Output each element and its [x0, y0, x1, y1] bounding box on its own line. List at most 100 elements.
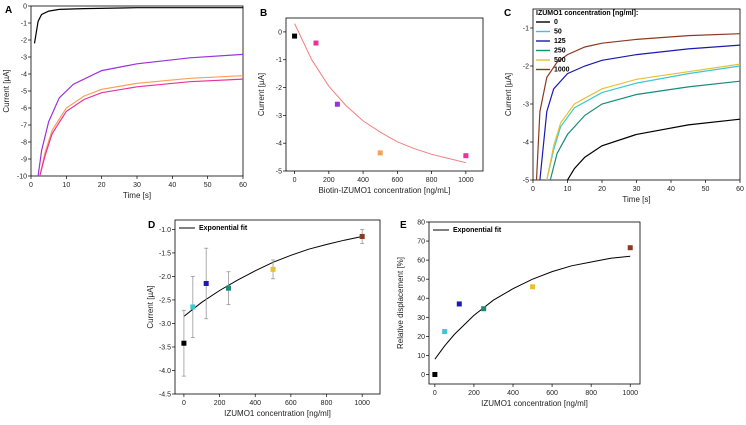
x-tick-label: 20: [98, 182, 106, 189]
panel-label: E: [400, 220, 407, 231]
y-tick-label: -3: [523, 102, 529, 109]
legend-title: IZUMO1 concentration [ng/ml]:: [536, 10, 638, 17]
data-point: [432, 371, 438, 377]
y-tick-label: -4.5: [159, 392, 171, 399]
data-point: [225, 285, 231, 291]
y-tick-label: -2: [21, 38, 27, 45]
y-tick-label: -9: [21, 157, 27, 164]
data-point: [313, 40, 319, 46]
y-tick-label: -4: [523, 140, 529, 147]
plot-area: [294, 23, 467, 164]
data-point: [292, 33, 298, 39]
series-line-pink: [39, 78, 243, 176]
y-tick-label: -1: [21, 21, 27, 28]
legend-entry: 1000: [554, 67, 570, 74]
series-line-black: [33, 7, 243, 44]
y-tick-label: -7: [21, 123, 27, 130]
x-tick-label: 1000: [354, 400, 370, 407]
x-tick-label: 40: [667, 186, 675, 193]
y-tick-label: -1: [523, 26, 529, 33]
y-tick-label: -3: [21, 55, 27, 62]
x-axis-label: IZUMO1 concentration [ng/ml]: [224, 409, 331, 418]
x-tick-label: 50: [702, 186, 710, 193]
panel-b: B 0 200 400 600 800 1000 0 -1 -2 -3 -4 -5 Biotin-IZUM…: [257, 8, 484, 195]
y-axis-label: Current [µA]: [2, 69, 11, 112]
y-tick-label: 0: [278, 29, 282, 36]
x-tick-label: 0: [182, 400, 186, 407]
panel-label: B: [260, 8, 267, 19]
fit-curve: [434, 255, 631, 360]
y-tick-label: -2.5: [159, 297, 171, 304]
y-tick-label: -1: [276, 57, 282, 64]
x-tick-label: 800: [585, 390, 597, 397]
y-tick-label: -5: [21, 89, 27, 96]
data-point: [203, 280, 209, 286]
y-tick-label: 0: [23, 4, 27, 11]
x-tick-label: 60: [736, 186, 744, 193]
panel-d: D 0 200 400 600 800 1000 -1.0 -1.5 -2.0 -2.5 -3.0 -3…: [146, 219, 381, 418]
x-tick-label: 1000: [622, 390, 638, 397]
series-line-0: [566, 118, 740, 180]
x-tick-label: 60: [239, 182, 247, 189]
x-tick-label: 0: [293, 177, 297, 184]
x-tick-label: 200: [214, 400, 226, 407]
legend-entry: 0: [554, 19, 558, 26]
x-axis-label: Time [s]: [123, 191, 151, 200]
x-tick-label: 600: [392, 177, 404, 184]
data-point: [359, 233, 365, 239]
x-tick-label: 30: [633, 186, 641, 193]
series-line-50: [546, 65, 740, 180]
y-axis-label: Current [µA]: [257, 73, 266, 116]
x-axis-label: IZUMO1 concentration [ng/ml]: [481, 399, 588, 408]
y-tick-label: 40: [417, 296, 425, 303]
y-axis-label: Current [µA]: [146, 285, 155, 328]
y-tick-label: 70: [417, 239, 425, 246]
plot-area: [535, 33, 740, 180]
legend-entry: Exponential fit: [199, 225, 248, 232]
x-tick-label: 0: [29, 182, 33, 189]
data-point: [190, 304, 196, 310]
y-tick-label: 60: [417, 258, 425, 265]
x-tick-label: 0: [531, 186, 535, 193]
data-point: [456, 301, 462, 307]
data-point: [463, 153, 469, 159]
legend-entry: 125: [554, 38, 566, 45]
x-tick-label: 0: [433, 390, 437, 397]
y-tick-label: 10: [417, 353, 425, 360]
series-line-250: [549, 80, 740, 180]
x-tick-label: 600: [546, 390, 558, 397]
panel-a: A 0 10 20 30 40 50 60 0 -1 -2 -3 -4 -5 -6 -7 -8 -9 -10 Time…: [2, 4, 247, 201]
x-tick-label: 200: [323, 177, 335, 184]
data-point: [481, 306, 487, 312]
panel-c: C 0 10 20 30 40 50 60 -1 -2 -3 -4 -5 Time [s] Current …: [504, 8, 744, 204]
x-tick-label: 800: [426, 177, 438, 184]
series-line-1000: [535, 33, 740, 180]
x-tick-label: 30: [133, 182, 141, 189]
x-tick-label: 10: [62, 182, 70, 189]
x-tick-label: 10: [564, 186, 572, 193]
y-tick-label: -3.0: [159, 321, 171, 328]
y-tick-label: -6: [21, 106, 27, 113]
legend-entry: 250: [554, 48, 566, 55]
fit-curve: [294, 23, 467, 164]
data-point: [181, 340, 187, 346]
legend-entry: Exponential fit: [453, 227, 502, 234]
series-line-orange: [39, 75, 243, 176]
y-tick-label: 50: [417, 277, 425, 284]
y-tick-label: 20: [417, 334, 425, 341]
y-tick-label: 80: [417, 220, 425, 227]
y-tick-label: -3.5: [159, 344, 171, 351]
y-tick-label: 30: [417, 315, 425, 322]
plot-frame: [30, 5, 244, 177]
y-axis-label: Current [µA]: [504, 73, 513, 116]
x-tick-label: 800: [321, 400, 333, 407]
y-tick-label: -2.0: [159, 274, 171, 281]
series-line-125: [539, 44, 740, 180]
data-point: [530, 284, 536, 290]
y-tick-label: -3: [276, 113, 282, 120]
x-tick-label: 600: [285, 400, 297, 407]
y-tick-label: -5: [523, 178, 529, 185]
y-tick-label: -8: [21, 140, 27, 147]
plot-area: [434, 255, 631, 360]
